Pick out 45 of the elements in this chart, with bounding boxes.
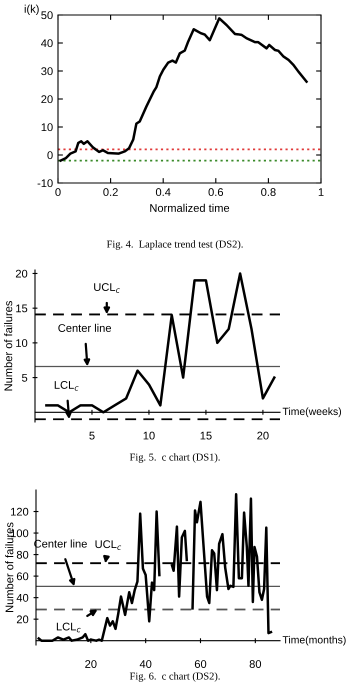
y-tick-label: 0: [47, 151, 53, 160]
annotation: LCL$_{c}$: [56, 622, 81, 632]
y-tick-label: 40: [16, 594, 28, 602]
x-axis-title: Normalized time: [150, 204, 230, 212]
x-tick-label: 0.4: [156, 188, 171, 196]
y-tick-label: 15: [16, 304, 28, 312]
y-tick-label: 5: [22, 374, 28, 382]
y-tick-label: 20: [16, 270, 28, 278]
y-tick-label: 30: [41, 67, 53, 76]
y-axis-title: Number of failures: [5, 522, 14, 612]
annotation: UCL$_{c}$: [95, 540, 122, 550]
y-tick-label: 20: [16, 615, 28, 624]
caption: Fig. 5. c chart (DS1).: [130, 453, 220, 463]
y-tick-label: 20: [41, 95, 53, 104]
x-tick-label: 60: [194, 660, 206, 668]
x-tick-label: 0.6: [208, 188, 224, 196]
x-tick-label: 0.8: [261, 188, 276, 196]
x-tick-label: 0: [55, 188, 61, 196]
y-tick-label: 50: [41, 11, 53, 20]
y-tick-label: 120: [11, 508, 28, 516]
x-tick-label: 20: [257, 432, 269, 440]
annotation: LCL$_{c}$: [54, 380, 79, 391]
x-tick-label: 10: [144, 432, 155, 440]
y-tick-label: 10: [42, 123, 53, 132]
x-axis-title: Time(months): [282, 636, 346, 646]
annotation: UCL$_{c}$: [94, 283, 120, 293]
y-axis-title: Number of failures: [4, 301, 12, 390]
y-tick-label: 10: [16, 339, 28, 348]
y-tick-label: 100: [11, 529, 28, 538]
x-tick-label: 1: [318, 188, 324, 196]
x-tick-label: 5: [89, 432, 95, 440]
y-axis-title: i(k): [24, 4, 39, 15]
x-tick-label: 80: [250, 660, 262, 668]
x-axis-title: Time(weeks): [282, 407, 342, 418]
y-tick-label: -10: [38, 179, 53, 188]
y-tick-label: 40: [41, 39, 53, 48]
y-tick-label: 60: [16, 572, 28, 580]
x-tick-label: 15: [200, 432, 212, 440]
x-tick-label: 20: [85, 660, 97, 668]
y-tick-label: 80: [16, 550, 28, 559]
x-tick-label: 0.2: [103, 188, 118, 196]
annotation: Center line: [58, 324, 112, 332]
caption: Fig. 6. c chart (DS2).: [130, 672, 220, 682]
caption: Fig. 4. Laplace trend test (DS2).: [106, 240, 243, 250]
x-tick-label: 40: [140, 660, 152, 668]
